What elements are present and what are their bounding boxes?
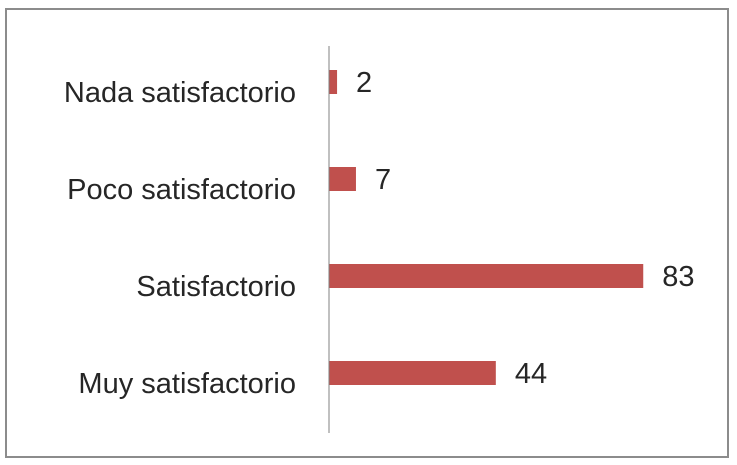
bar-3: [329, 361, 496, 385]
bar-1: [329, 167, 356, 191]
value-labels-group: 2 7 83 44: [356, 67, 694, 390]
value-label-0: 2: [356, 67, 372, 99]
category-label-3: Muy satisfactorio: [78, 368, 296, 400]
category-label-2: Satisfactorio: [136, 271, 296, 303]
value-label-1: 7: [375, 164, 391, 196]
bars-group: [329, 70, 644, 385]
bar-0: [329, 70, 338, 94]
value-label-3: 44: [515, 358, 547, 390]
category-labels-group: Nada satisfactorio Poco satisfactorio Sati…: [64, 77, 296, 400]
category-label-1: Poco satisfactorio: [67, 174, 296, 206]
value-label-2: 83: [662, 261, 694, 293]
category-label-0: Nada satisfactorio: [64, 77, 296, 109]
bar-2: [329, 264, 644, 288]
